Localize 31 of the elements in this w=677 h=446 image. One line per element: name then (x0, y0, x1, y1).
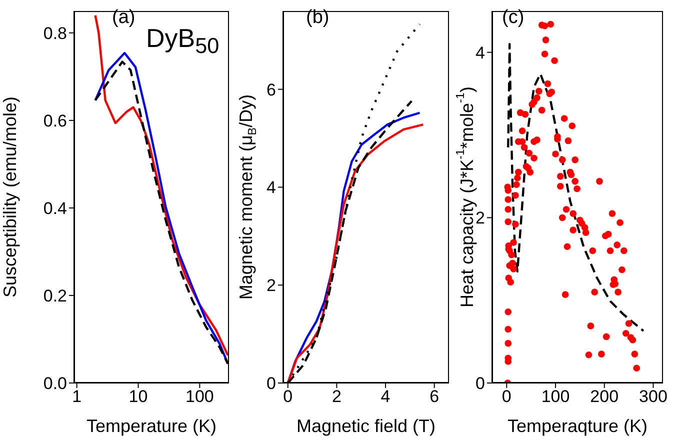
y-tick-label: 4 (476, 43, 485, 62)
x-axis-title: Temperaqture (K) (507, 416, 648, 436)
y-tick-label: 2 (476, 208, 485, 228)
x-axis-title: Temperature (K) (86, 416, 217, 436)
y-tick-label: 0.4 (43, 198, 67, 218)
x-tick-label: 100 (541, 387, 570, 406)
x-tick-label: 0 (502, 387, 512, 406)
annotation: DyB$_{50}$ (146, 23, 220, 58)
y-tick-label: 0.8 (43, 24, 67, 43)
y-tick-label: 2 (266, 276, 276, 296)
y-tick-label: 0 (266, 374, 276, 394)
y-tick-label: 4 (266, 178, 276, 198)
y-axis-title: Susceptibility (emu/mole) (0, 96, 20, 298)
x-axis-title: Magnetic field (T) (296, 416, 436, 436)
x-tick-label: 300 (639, 387, 668, 406)
x-tick-label: 6 (430, 387, 440, 406)
x-tick-label: 0 (283, 387, 293, 406)
annotation: (b) (306, 7, 330, 29)
x-tick-label: 2 (332, 387, 342, 406)
y-tick-label: 0.0 (43, 374, 67, 394)
y-tick-label: 0.6 (43, 111, 67, 130)
x-tick-label: 200 (590, 387, 619, 406)
y-tick-label: 6 (266, 80, 276, 100)
annotation: (a) (112, 7, 136, 29)
y-tick-label: 0 (476, 374, 485, 394)
x-tick-label: 4 (380, 387, 390, 406)
y-tick-label: 0.2 (43, 286, 67, 306)
x-tick-label: 10 (128, 387, 148, 406)
x-tick-label: 100 (186, 387, 214, 406)
x-tick-label: 1 (72, 387, 82, 406)
annotation: (c) (502, 7, 524, 29)
